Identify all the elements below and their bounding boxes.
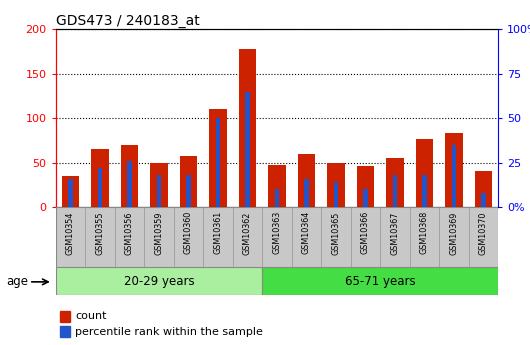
Text: GSM10368: GSM10368	[420, 211, 429, 255]
Bar	[216, 118, 220, 207]
Bar	[61, 176, 80, 207]
Bar	[363, 189, 368, 207]
Bar	[203, 207, 233, 267]
Bar	[416, 139, 434, 207]
Bar	[68, 179, 73, 207]
Text: percentile rank within the sample: percentile rank within the sample	[75, 327, 263, 337]
Text: GDS473 / 240183_at: GDS473 / 240183_at	[56, 14, 199, 28]
Bar	[238, 49, 257, 207]
Bar	[127, 161, 131, 207]
Bar	[481, 193, 485, 207]
Bar	[56, 207, 85, 267]
Bar	[180, 156, 197, 207]
Bar	[262, 207, 292, 267]
Text: GSM10359: GSM10359	[154, 211, 163, 255]
Bar	[474, 171, 492, 207]
Text: GSM10365: GSM10365	[331, 211, 340, 255]
Text: count: count	[75, 311, 107, 321]
Bar	[98, 168, 102, 207]
Text: GSM10370: GSM10370	[479, 211, 488, 255]
Bar	[262, 267, 498, 295]
Bar	[327, 162, 345, 207]
Text: GSM10354: GSM10354	[66, 211, 75, 255]
Text: GSM10361: GSM10361	[214, 211, 223, 255]
Bar	[422, 175, 427, 207]
Bar	[275, 189, 279, 207]
Bar	[357, 166, 374, 207]
Bar	[157, 175, 161, 207]
Bar	[393, 175, 397, 207]
Bar	[91, 149, 109, 207]
Bar	[445, 133, 463, 207]
Bar	[268, 165, 286, 207]
Text: GSM10356: GSM10356	[125, 211, 134, 255]
Bar	[469, 207, 498, 267]
Text: 65-71 years: 65-71 years	[345, 275, 416, 288]
Text: GSM10360: GSM10360	[184, 211, 193, 255]
Bar	[334, 182, 338, 207]
Bar	[233, 207, 262, 267]
Text: 20-29 years: 20-29 years	[123, 275, 194, 288]
Bar	[292, 207, 321, 267]
Bar	[304, 179, 308, 207]
Bar	[351, 207, 380, 267]
Bar	[380, 207, 410, 267]
Text: age: age	[6, 275, 29, 288]
Bar	[297, 154, 315, 207]
Text: GSM10355: GSM10355	[95, 211, 104, 255]
Bar	[114, 207, 144, 267]
Text: GSM10364: GSM10364	[302, 211, 311, 255]
Bar	[245, 91, 250, 207]
Text: GSM10366: GSM10366	[361, 211, 370, 255]
Bar	[150, 162, 168, 207]
Text: GSM10362: GSM10362	[243, 211, 252, 255]
Bar	[410, 207, 439, 267]
Bar	[56, 267, 262, 295]
Text: GSM10369: GSM10369	[449, 211, 458, 255]
Bar	[439, 207, 469, 267]
Text: GSM10367: GSM10367	[391, 211, 400, 255]
Bar	[60, 326, 70, 337]
Bar	[174, 207, 203, 267]
Bar	[85, 207, 114, 267]
Bar	[321, 207, 351, 267]
Bar	[144, 207, 174, 267]
Bar	[209, 109, 227, 207]
Bar	[186, 175, 191, 207]
Bar	[386, 158, 404, 207]
Bar	[120, 145, 138, 207]
Bar	[452, 145, 456, 207]
Text: GSM10363: GSM10363	[272, 211, 281, 255]
Bar	[60, 310, 70, 322]
